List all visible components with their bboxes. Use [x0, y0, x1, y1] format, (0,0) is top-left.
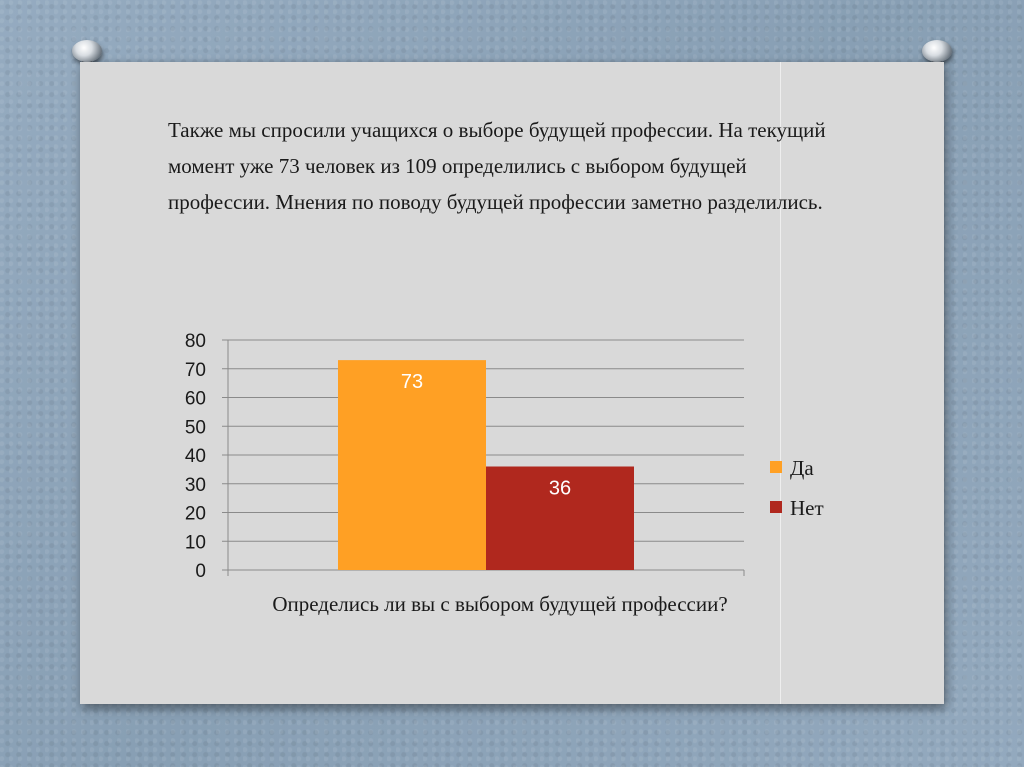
y-tick-label: 70	[185, 360, 206, 381]
y-axis-ticks: 0 10 20 30 40 50 60 70 80	[185, 331, 206, 582]
slide-divider-line	[780, 62, 781, 704]
bar-data-label: 73	[401, 371, 423, 393]
y-tick-label: 30	[185, 475, 206, 496]
bar-no	[486, 466, 634, 570]
slide	[80, 62, 944, 704]
bar-yes	[338, 360, 486, 570]
y-tick-label: 60	[185, 389, 206, 410]
legend-label: Нет	[790, 496, 824, 520]
y-tick-label: 80	[185, 331, 206, 352]
y-tick-label: 10	[185, 532, 206, 553]
y-tick-label: 20	[185, 504, 206, 525]
legend-swatch	[770, 501, 782, 513]
x-axis-label: Определись ли вы с выбором будущей профе…	[272, 592, 728, 616]
bar-data-label: 36	[549, 478, 571, 500]
legend-label: Да	[790, 456, 814, 480]
legend-swatch	[770, 461, 782, 473]
chart-bars: 73 36	[338, 360, 634, 570]
chart-legend: Да Нет	[770, 456, 824, 520]
y-tick-label: 40	[185, 446, 206, 467]
intro-text: Также мы спросили учащихся о выборе буду…	[168, 118, 826, 214]
y-tick-label: 0	[195, 561, 206, 582]
y-tick-label: 50	[185, 417, 206, 438]
